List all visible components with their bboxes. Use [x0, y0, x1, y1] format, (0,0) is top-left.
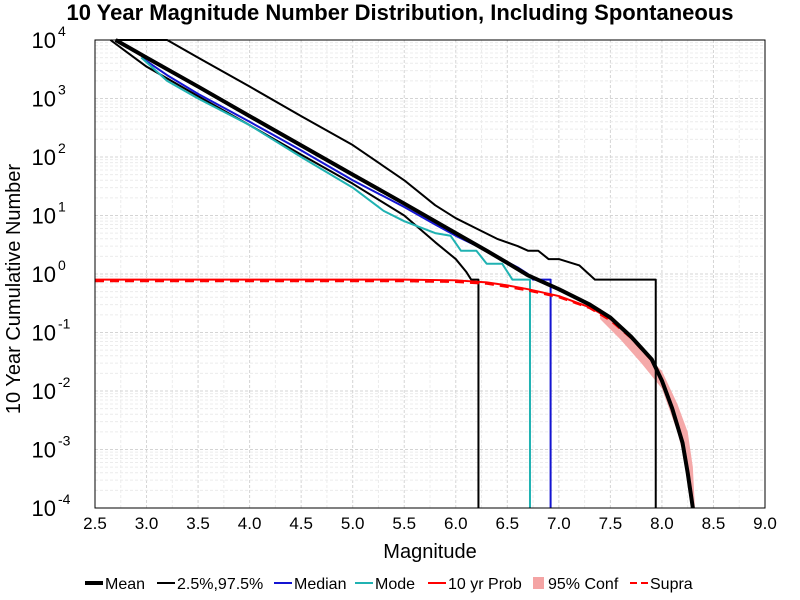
y-tick-exponent: 0 — [58, 257, 66, 273]
series-line-2-5-97-5 — [115, 39, 657, 508]
y-tick-label: 10 — [32, 204, 56, 229]
y-tick-label: 10 — [32, 145, 56, 170]
y-tick-exponent: -4 — [58, 491, 71, 507]
chart-title: 10 Year Magnitude Number Distribution, I… — [67, 0, 734, 25]
y-tick-exponent: -2 — [58, 374, 71, 390]
y-tick-exponent: -3 — [58, 433, 71, 449]
legend-swatch-95-conf — [533, 577, 544, 589]
x-tick-label: 8.0 — [650, 514, 674, 533]
y-tick-exponent: 2 — [58, 140, 66, 156]
y-tick-exponent: 3 — [58, 82, 66, 98]
legend-label-10-yr-prob: 10 yr Prob — [448, 576, 522, 593]
series-line-mean — [114, 38, 695, 509]
series-line-mode — [140, 56, 531, 508]
series-band-95-conf — [600, 308, 695, 508]
y-tick-exponent: 1 — [58, 199, 66, 215]
plot-frame — [94, 39, 766, 509]
legend-label-2-5-97-5: 2.5%,97.5% — [177, 576, 263, 593]
legend-label-supra: Supra — [650, 576, 693, 593]
y-tick-label: 10 — [32, 28, 56, 53]
x-tick-label: 3.0 — [135, 514, 159, 533]
x-tick-label: 6.0 — [444, 514, 468, 533]
x-tick-label: 9.0 — [753, 514, 777, 533]
y-tick-label: 10 — [32, 379, 56, 404]
x-axis-label: Magnitude — [383, 541, 476, 563]
legend-label-95-conf: 95% Conf — [548, 576, 619, 593]
x-tick-label: 4.5 — [289, 514, 313, 533]
legend: Mean 2.5%,97.5% Median Mode 10 yr Prob 95% Co… — [85, 576, 693, 593]
x-tick-label: 5.5 — [392, 514, 416, 533]
y-tick-label: 10 — [32, 87, 56, 112]
y-tick-label: 10 — [32, 262, 56, 287]
series-layer — [95, 38, 695, 509]
legend-label-mean: Mean — [105, 576, 145, 593]
x-tick-label: 6.5 — [495, 514, 519, 533]
x-tick-label: 7.5 — [599, 514, 623, 533]
series-line-2-5-97-5 — [109, 39, 480, 508]
x-tick-label: 2.5 — [83, 514, 107, 533]
y-tick-exponent: 4 — [58, 23, 66, 39]
confidence-band-layer — [600, 308, 695, 508]
x-tick-label: 4.0 — [238, 514, 262, 533]
x-tick-label: 5.0 — [341, 514, 365, 533]
x-tick-labels: 2.5 3.0 3.5 4.0 4.5 5.0 5.5 6.0 6.5 7.0 7.5 8.0 8.5 9… — [83, 514, 777, 533]
x-tick-label: 8.5 — [702, 514, 726, 533]
y-tick-exponent: -1 — [58, 316, 71, 332]
legend-label-mode: Mode — [375, 576, 415, 593]
x-tick-label: 7.0 — [547, 514, 571, 533]
legend-label-median: Median — [294, 576, 346, 593]
y-tick-label: 10 — [32, 496, 56, 521]
y-tick-label: 10 — [32, 438, 56, 463]
y-tick-label: 10 — [32, 321, 56, 346]
y-axis-label: 10 Year Cumulative Number — [3, 164, 25, 414]
x-tick-label: 3.5 — [186, 514, 210, 533]
grid-lines — [94, 40, 766, 509]
